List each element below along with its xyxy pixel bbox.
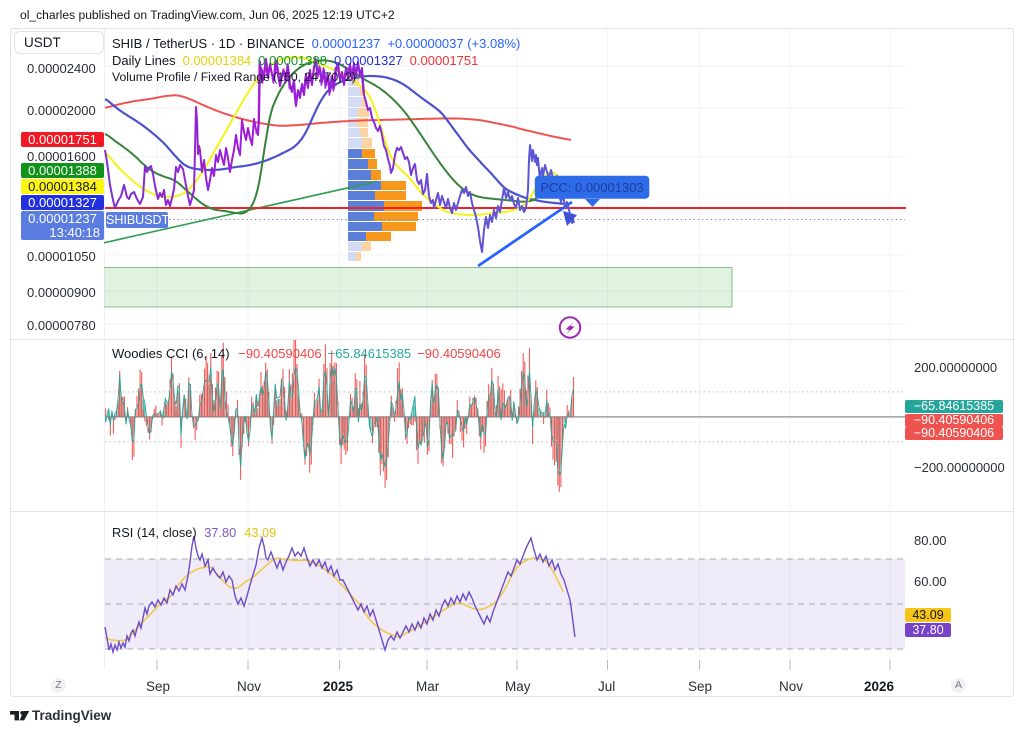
svg-text:PCC: 0.00001303: PCC: 0.00001303	[540, 180, 643, 195]
